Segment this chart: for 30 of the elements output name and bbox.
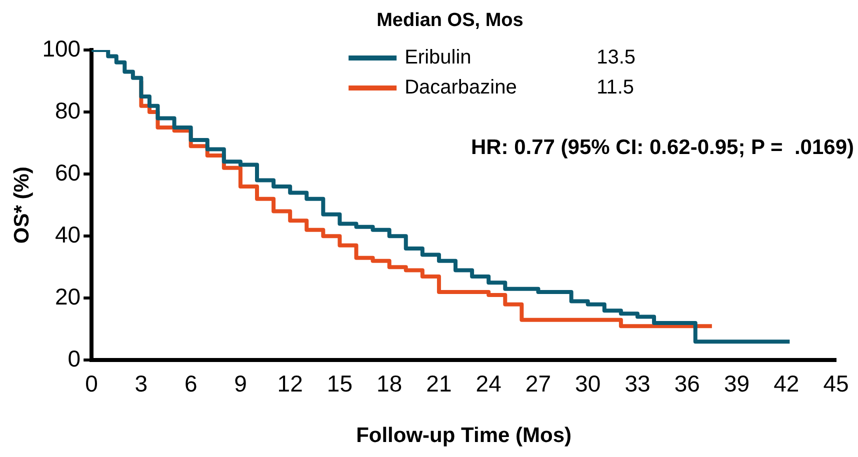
x-tick-label: 0 bbox=[85, 370, 98, 396]
legend-label: Dacarbazine bbox=[404, 76, 517, 99]
x-tick-label: 3 bbox=[134, 370, 148, 396]
annotation: 11.5 bbox=[596, 76, 634, 99]
y-tick-label: 100 bbox=[42, 35, 81, 62]
x-tick-label: 24 bbox=[476, 370, 502, 396]
annotation: 13.5 bbox=[596, 46, 636, 69]
x-tick-label: 6 bbox=[184, 370, 198, 396]
y-tick-label: 0 bbox=[68, 346, 81, 372]
x-tick-label: 39 bbox=[724, 370, 750, 396]
x-tick-label: 18 bbox=[376, 370, 402, 396]
x-tick-label: 15 bbox=[326, 370, 353, 396]
legend-title: Median OS, Mos bbox=[376, 10, 524, 32]
x-tick-label: 9 bbox=[234, 370, 247, 396]
y-axis-title: OS* (%) bbox=[10, 166, 34, 244]
x-tick-label: 30 bbox=[575, 370, 601, 396]
annotation: HR: 0.77 (95% CI: 0.62-0.95; P = .0169) bbox=[470, 136, 854, 159]
x-tick-label: 42 bbox=[774, 370, 800, 396]
y-tick-label: 80 bbox=[54, 97, 81, 124]
legend-label: Eribulin bbox=[404, 46, 472, 69]
x-tick-label: 36 bbox=[674, 370, 700, 396]
y-tick-label: 60 bbox=[54, 159, 81, 186]
x-tick-label: 12 bbox=[277, 370, 303, 396]
x-tick-label: 45 bbox=[823, 370, 849, 396]
y-tick-label: 20 bbox=[54, 284, 81, 310]
x-tick-label: 27 bbox=[525, 370, 552, 396]
x-tick-label: 33 bbox=[624, 370, 650, 396]
x-axis-title: Follow-up Time (Mos) bbox=[356, 424, 572, 448]
y-tick-label: 40 bbox=[54, 221, 81, 248]
x-tick-label: 21 bbox=[426, 370, 452, 396]
